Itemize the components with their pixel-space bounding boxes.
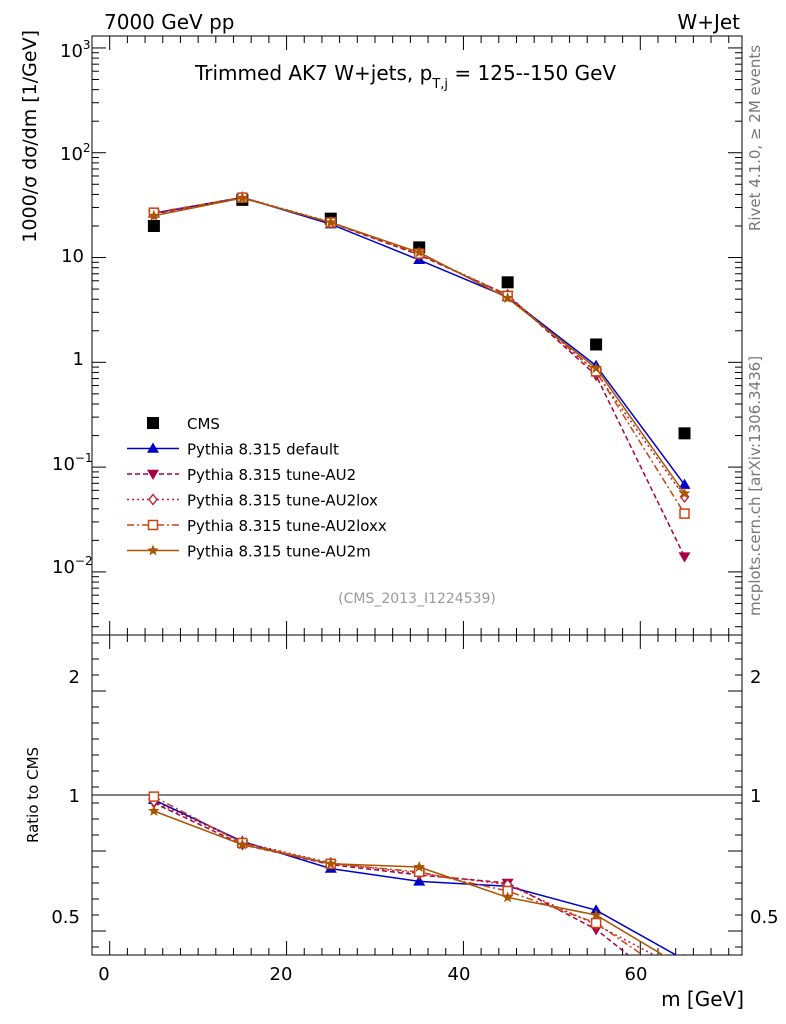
plot-title-sub: T,j xyxy=(431,77,448,92)
point-pythia-8-315-tune-au2m xyxy=(590,362,602,373)
main-y-tick-labels: 103 102 10 1 10−1 10−2 xyxy=(52,38,93,578)
point-pythia-8-315-tune-au2m xyxy=(325,216,337,228)
ratio-tick-label-1-left: 1 xyxy=(69,786,80,807)
ratio-point-pythia-8-315-tune-au2loxx xyxy=(148,791,160,802)
analysis-id: (CMS_2013_I1224539) xyxy=(338,591,496,607)
point-pythia-8-315-tune-au2m xyxy=(148,209,160,221)
point-pythia-8-315-tune-au2 xyxy=(678,552,691,563)
y-tick-label-100: 102 xyxy=(60,141,91,165)
legend-label-pythia-8-315-tune-au2loxx: Pythia 8.315 tune-AU2loxx xyxy=(187,517,387,535)
y-tick-label-0.1-base: 10 xyxy=(52,454,75,475)
legend-marker-pythia-8-315-tune-au2loxx xyxy=(147,519,159,531)
ratio-point-pythia-8-315-tune-au2lox xyxy=(681,966,689,976)
ratio-point-pythia-8-315-tune-au2m xyxy=(590,909,602,920)
ratio-y-axis-ticks xyxy=(92,642,742,948)
x-tick-label-0: 0 xyxy=(98,964,109,985)
x-tick-label-20: 20 xyxy=(270,964,293,985)
legend-marker-cms xyxy=(147,417,159,429)
y-tick-label-100-base: 10 xyxy=(60,144,83,165)
plot-title: Trimmed AK7 W+jets, pT,j = 125--150 GeV xyxy=(194,61,616,92)
ratio-tick-label-2-right: 2 xyxy=(750,667,761,688)
ratio-point-pythia-8-315-default xyxy=(683,953,686,955)
ratio-point-pythia-8-315-tune-au2m xyxy=(679,962,690,973)
ratio-line-pythia-8-315-tune-au2loxx xyxy=(153,795,644,955)
plot-title-main: Trimmed AK7 W+jets, p xyxy=(194,61,432,85)
legend-label-pythia-8-315-default: Pythia 8.315 default xyxy=(187,441,339,459)
ratio-point-pythia-8-315-tune-au2m xyxy=(236,838,248,850)
legend-marker-pythia-8-315-tune-au2lox xyxy=(148,493,158,506)
x-axis-label: m [GeV] xyxy=(661,987,744,1011)
ratio-line-pythia-8-315-tune-au2m xyxy=(153,810,665,955)
ratio-line-pythia-8-315-tune-au2 xyxy=(153,802,630,955)
ratio-point-pythia-8-315-tune-au2m xyxy=(148,805,160,816)
ratio-panel-series xyxy=(147,791,690,976)
y-tick-label-0.01-base: 10 xyxy=(52,557,75,578)
x-tick-label-40: 40 xyxy=(448,964,471,985)
point-cms xyxy=(678,427,691,440)
legend-marker-pythia-8-315-tune-au2m xyxy=(147,544,159,556)
y-tick-label-1000-base: 10 xyxy=(60,41,83,62)
energy-label: 7000 GeV pp xyxy=(104,10,235,34)
y-tick-label-0.1-exp: −1 xyxy=(75,451,93,465)
ratio-line-pythia-8-315-tune-au2lox xyxy=(153,800,656,955)
y-tick-label-1000: 103 xyxy=(60,38,91,62)
point-pythia-8-315-tune-au2m xyxy=(501,292,514,303)
ratio-point-pythia-8-315-tune-au2m xyxy=(325,857,337,869)
point-cms xyxy=(147,219,160,232)
legend-label-pythia-8-315-tune-au2: Pythia 8.315 tune-AU2 xyxy=(187,466,356,484)
ratio-point-pythia-8-315-tune-au2m xyxy=(501,891,514,903)
mcplots-label: mcplots.cern.ch [arXiv:1306.3436] xyxy=(746,356,764,616)
point-cms xyxy=(590,338,603,351)
ratio-point-pythia-8-315-tune-au2loxx xyxy=(590,917,602,929)
ratio-tick-label-2-left: 2 xyxy=(69,667,80,688)
y-tick-label-0.1: 10−1 xyxy=(52,451,93,475)
y-tick-label-0.01-exp: −2 xyxy=(75,554,93,568)
y-tick-label-10: 10 xyxy=(61,246,84,267)
x-tick-label-60: 60 xyxy=(625,964,648,985)
y-tick-label-100-exp: 2 xyxy=(83,141,91,155)
x-axis-ticks xyxy=(109,36,730,955)
legend-marker-pythia-8-315-tune-au2 xyxy=(147,469,159,480)
ratio-point-pythia-8-315-tune-au2m xyxy=(413,861,425,872)
plot-title-tail: = 125--150 GeV xyxy=(448,61,616,85)
ratio-tick-label-0.5-left: 0.5 xyxy=(51,907,80,928)
point-cms xyxy=(501,276,514,289)
legend-label-pythia-8-315-tune-au2lox: Pythia 8.315 tune-AU2lox xyxy=(187,492,378,510)
y-tick-label-1: 1 xyxy=(73,349,84,370)
legend: CMS Pythia 8.315 default Pythia 8.315 tune… xyxy=(127,415,387,561)
y-tick-label-1000-exp: 3 xyxy=(83,38,91,52)
legend-label-cms: CMS xyxy=(187,415,220,433)
process-label: W+Jet xyxy=(677,10,740,34)
legend-label-pythia-8-315-tune-au2m: Pythia 8.315 tune-AU2m xyxy=(187,543,371,561)
point-pythia-8-315-tune-au2m xyxy=(413,246,425,258)
legend-marker-pythia-8-315-default xyxy=(147,442,159,453)
point-pythia-8-315-default xyxy=(678,478,691,489)
ratio-y-tick-labels: 2 1 0.5 2 1 0.5 xyxy=(51,667,778,928)
point-pythia-8-315-tune-au2m xyxy=(236,192,248,203)
ratio-tick-label-0.5-right: 0.5 xyxy=(750,907,779,928)
main-panel-series xyxy=(147,191,691,563)
y-tick-label-0.01: 10−2 xyxy=(52,554,93,578)
ratio-tick-label-1-right: 1 xyxy=(750,786,761,807)
rivet-label: Rivet 4.1.0, ≥ 2M events xyxy=(746,45,764,231)
point-pythia-8-315-tune-au2loxx xyxy=(679,508,690,519)
x-tick-labels: 0 20 40 60 xyxy=(98,964,647,985)
point-pythia-8-315-tune-au2m xyxy=(678,487,691,499)
main-y-axis-ticks xyxy=(92,47,742,628)
main-y-axis-label: 1000/σ dσ/dm [1/GeV] xyxy=(19,30,41,243)
ratio-y-axis-label: Ratio to CMS xyxy=(24,747,42,843)
